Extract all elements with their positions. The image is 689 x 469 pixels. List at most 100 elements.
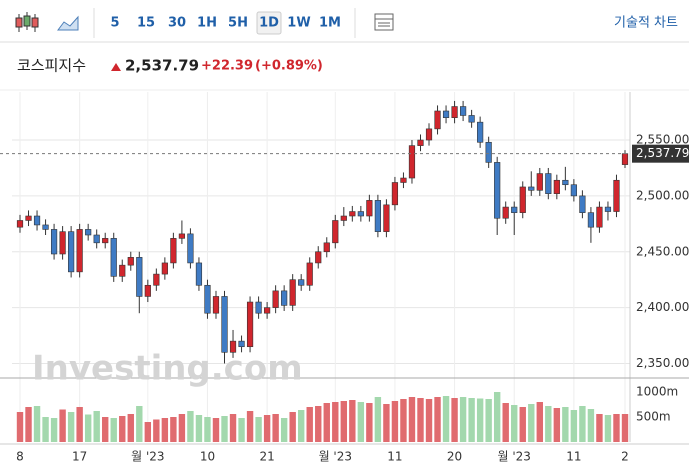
volume-bar — [153, 419, 160, 442]
candle-body — [119, 264, 126, 277]
candle-body — [434, 110, 441, 130]
volume-bar — [187, 411, 194, 442]
interval-button[interactable]: 1D — [259, 16, 279, 31]
volume-bar — [528, 404, 535, 442]
candle-body — [485, 141, 492, 163]
volume-bar — [442, 396, 450, 442]
volume-bar — [297, 410, 305, 442]
technical-chart-link[interactable]: 기술적 차트 — [614, 16, 678, 31]
candle-body — [442, 110, 450, 118]
volume-bar — [25, 407, 32, 442]
candle-body — [178, 233, 186, 239]
candle-body — [25, 215, 32, 221]
candle-body — [50, 229, 58, 255]
volume-bar — [110, 418, 117, 442]
volume-bar — [502, 403, 509, 442]
volume-bar — [16, 412, 24, 442]
volume-bar — [391, 401, 399, 442]
candle-body — [255, 301, 262, 314]
x-tick-label: 20 — [447, 450, 462, 464]
interval-button[interactable]: 1M — [319, 16, 341, 31]
volume-bar — [604, 415, 612, 442]
candle-body — [468, 115, 475, 123]
candle-body — [494, 162, 501, 219]
volume-bar — [136, 406, 143, 442]
volume-bar — [42, 417, 49, 442]
up-arrow — [111, 63, 121, 71]
candle-body — [153, 273, 160, 286]
table-icon[interactable] — [374, 13, 394, 31]
candle-body — [587, 212, 595, 228]
y-tick-label: 2,450.00 — [636, 244, 689, 258]
candle-body — [545, 173, 552, 194]
volume-bar — [93, 411, 100, 442]
volume-bar — [570, 410, 578, 442]
watermark: Investing.com — [32, 349, 303, 389]
volume-bar — [178, 414, 186, 442]
volume-bar — [332, 402, 339, 442]
volume-bar — [221, 416, 228, 442]
interval-button[interactable]: 1H — [197, 16, 217, 31]
candle-body — [613, 179, 620, 212]
volume-bar — [315, 406, 322, 442]
interval-button[interactable]: 30 — [168, 16, 186, 31]
volume-bar — [102, 417, 109, 442]
candle-body — [136, 257, 143, 297]
volume-bar — [59, 409, 66, 442]
candle-icon[interactable] — [15, 12, 39, 32]
candle-body — [187, 233, 194, 264]
y-tick-label: 2,550.00 — [636, 133, 689, 147]
candle-body — [451, 106, 458, 118]
candle-body — [298, 279, 305, 286]
candle-body — [528, 186, 535, 191]
selected-box — [256, 11, 282, 35]
volume-bar — [289, 412, 296, 442]
candle-body — [349, 211, 356, 217]
volume-bar — [366, 403, 373, 442]
volume-bar — [246, 411, 254, 442]
volume-bar — [67, 412, 75, 442]
volume-bar — [434, 397, 441, 442]
candle-body — [562, 179, 569, 186]
volume-bar — [170, 417, 177, 442]
candle-body — [596, 206, 603, 228]
candle-body — [272, 290, 279, 308]
volume-bar — [33, 406, 41, 442]
volume-bar — [76, 407, 83, 442]
volume-bar — [400, 399, 407, 442]
interval-button[interactable]: 15 — [137, 16, 155, 31]
volume-bar — [144, 422, 152, 442]
instrument-name: 코스피지수 — [17, 57, 86, 75]
candle-body — [264, 307, 271, 314]
interval-button[interactable]: 5H — [228, 16, 248, 31]
candle-body — [204, 284, 211, 314]
x-tick-label: 2 — [621, 450, 629, 464]
candle-body — [400, 177, 407, 183]
interval-button[interactable]: 5 — [110, 16, 119, 31]
volume-bar — [323, 403, 330, 442]
volume-bar — [272, 414, 279, 442]
volume-bar — [306, 407, 313, 442]
volume-bar — [425, 399, 433, 442]
candle-body — [459, 106, 467, 116]
interval-button[interactable]: 1W — [287, 16, 310, 31]
volume-bar — [553, 408, 561, 442]
volume-bar — [263, 415, 271, 442]
volume-bar — [459, 397, 467, 442]
candle-body — [195, 262, 203, 286]
area-icon[interactable] — [57, 15, 79, 31]
volume-bar — [408, 397, 416, 442]
candle-body — [579, 195, 586, 213]
volume-bar — [587, 409, 595, 442]
candle-body — [85, 229, 92, 236]
candle-body — [289, 279, 296, 306]
candle-body — [340, 215, 347, 221]
candle-body — [374, 200, 381, 232]
y-tick-label: 2,350.00 — [636, 356, 689, 370]
x-tick-label: 8 — [16, 450, 24, 464]
volume-bar — [204, 417, 211, 442]
volume-bar — [545, 406, 552, 442]
volume-bar — [476, 398, 484, 442]
x-tick-label: 11 — [387, 450, 402, 464]
